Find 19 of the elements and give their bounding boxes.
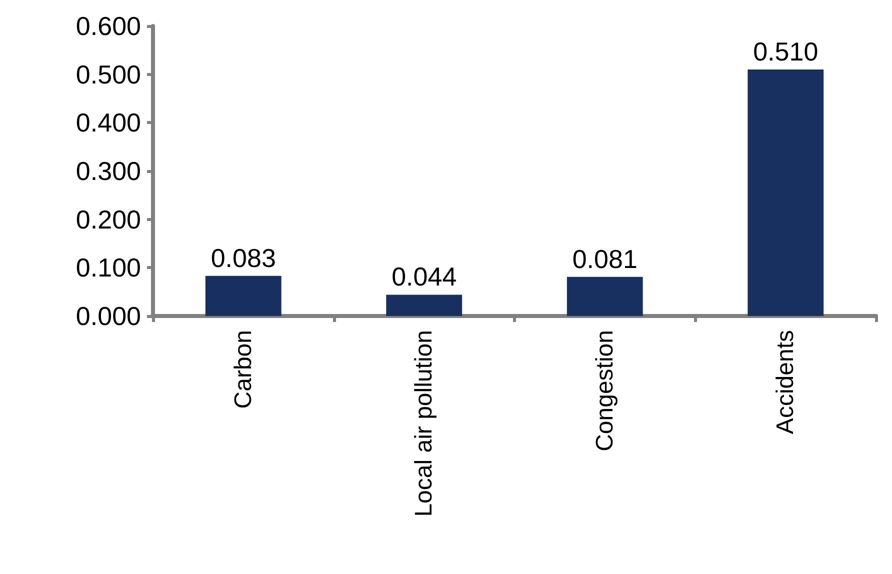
x-tick-label: Carbon xyxy=(230,330,257,409)
bar xyxy=(748,70,824,316)
y-tick-label: 0.500 xyxy=(76,59,141,90)
x-tick-label: Congestion xyxy=(591,330,618,452)
x-tick-label: Accidents xyxy=(772,330,800,434)
data-label: 0.081 xyxy=(572,244,638,274)
y-tick-label: 0.600 xyxy=(76,11,141,41)
data-label: 0.510 xyxy=(753,36,818,66)
bar xyxy=(205,276,282,316)
x-tick-label: Local air pollution xyxy=(410,330,438,517)
data-label: 0.044 xyxy=(392,262,457,292)
y-tick-label: 0.400 xyxy=(76,108,141,138)
y-tick-label: 0.300 xyxy=(76,156,141,186)
data-label: 0.083 xyxy=(210,242,276,273)
y-tick-label: 0.100 xyxy=(76,252,141,283)
y-tick-label: 0.200 xyxy=(76,204,141,234)
bar xyxy=(566,276,643,316)
bar xyxy=(386,294,462,316)
y-tick-label: 0.000 xyxy=(76,301,141,331)
